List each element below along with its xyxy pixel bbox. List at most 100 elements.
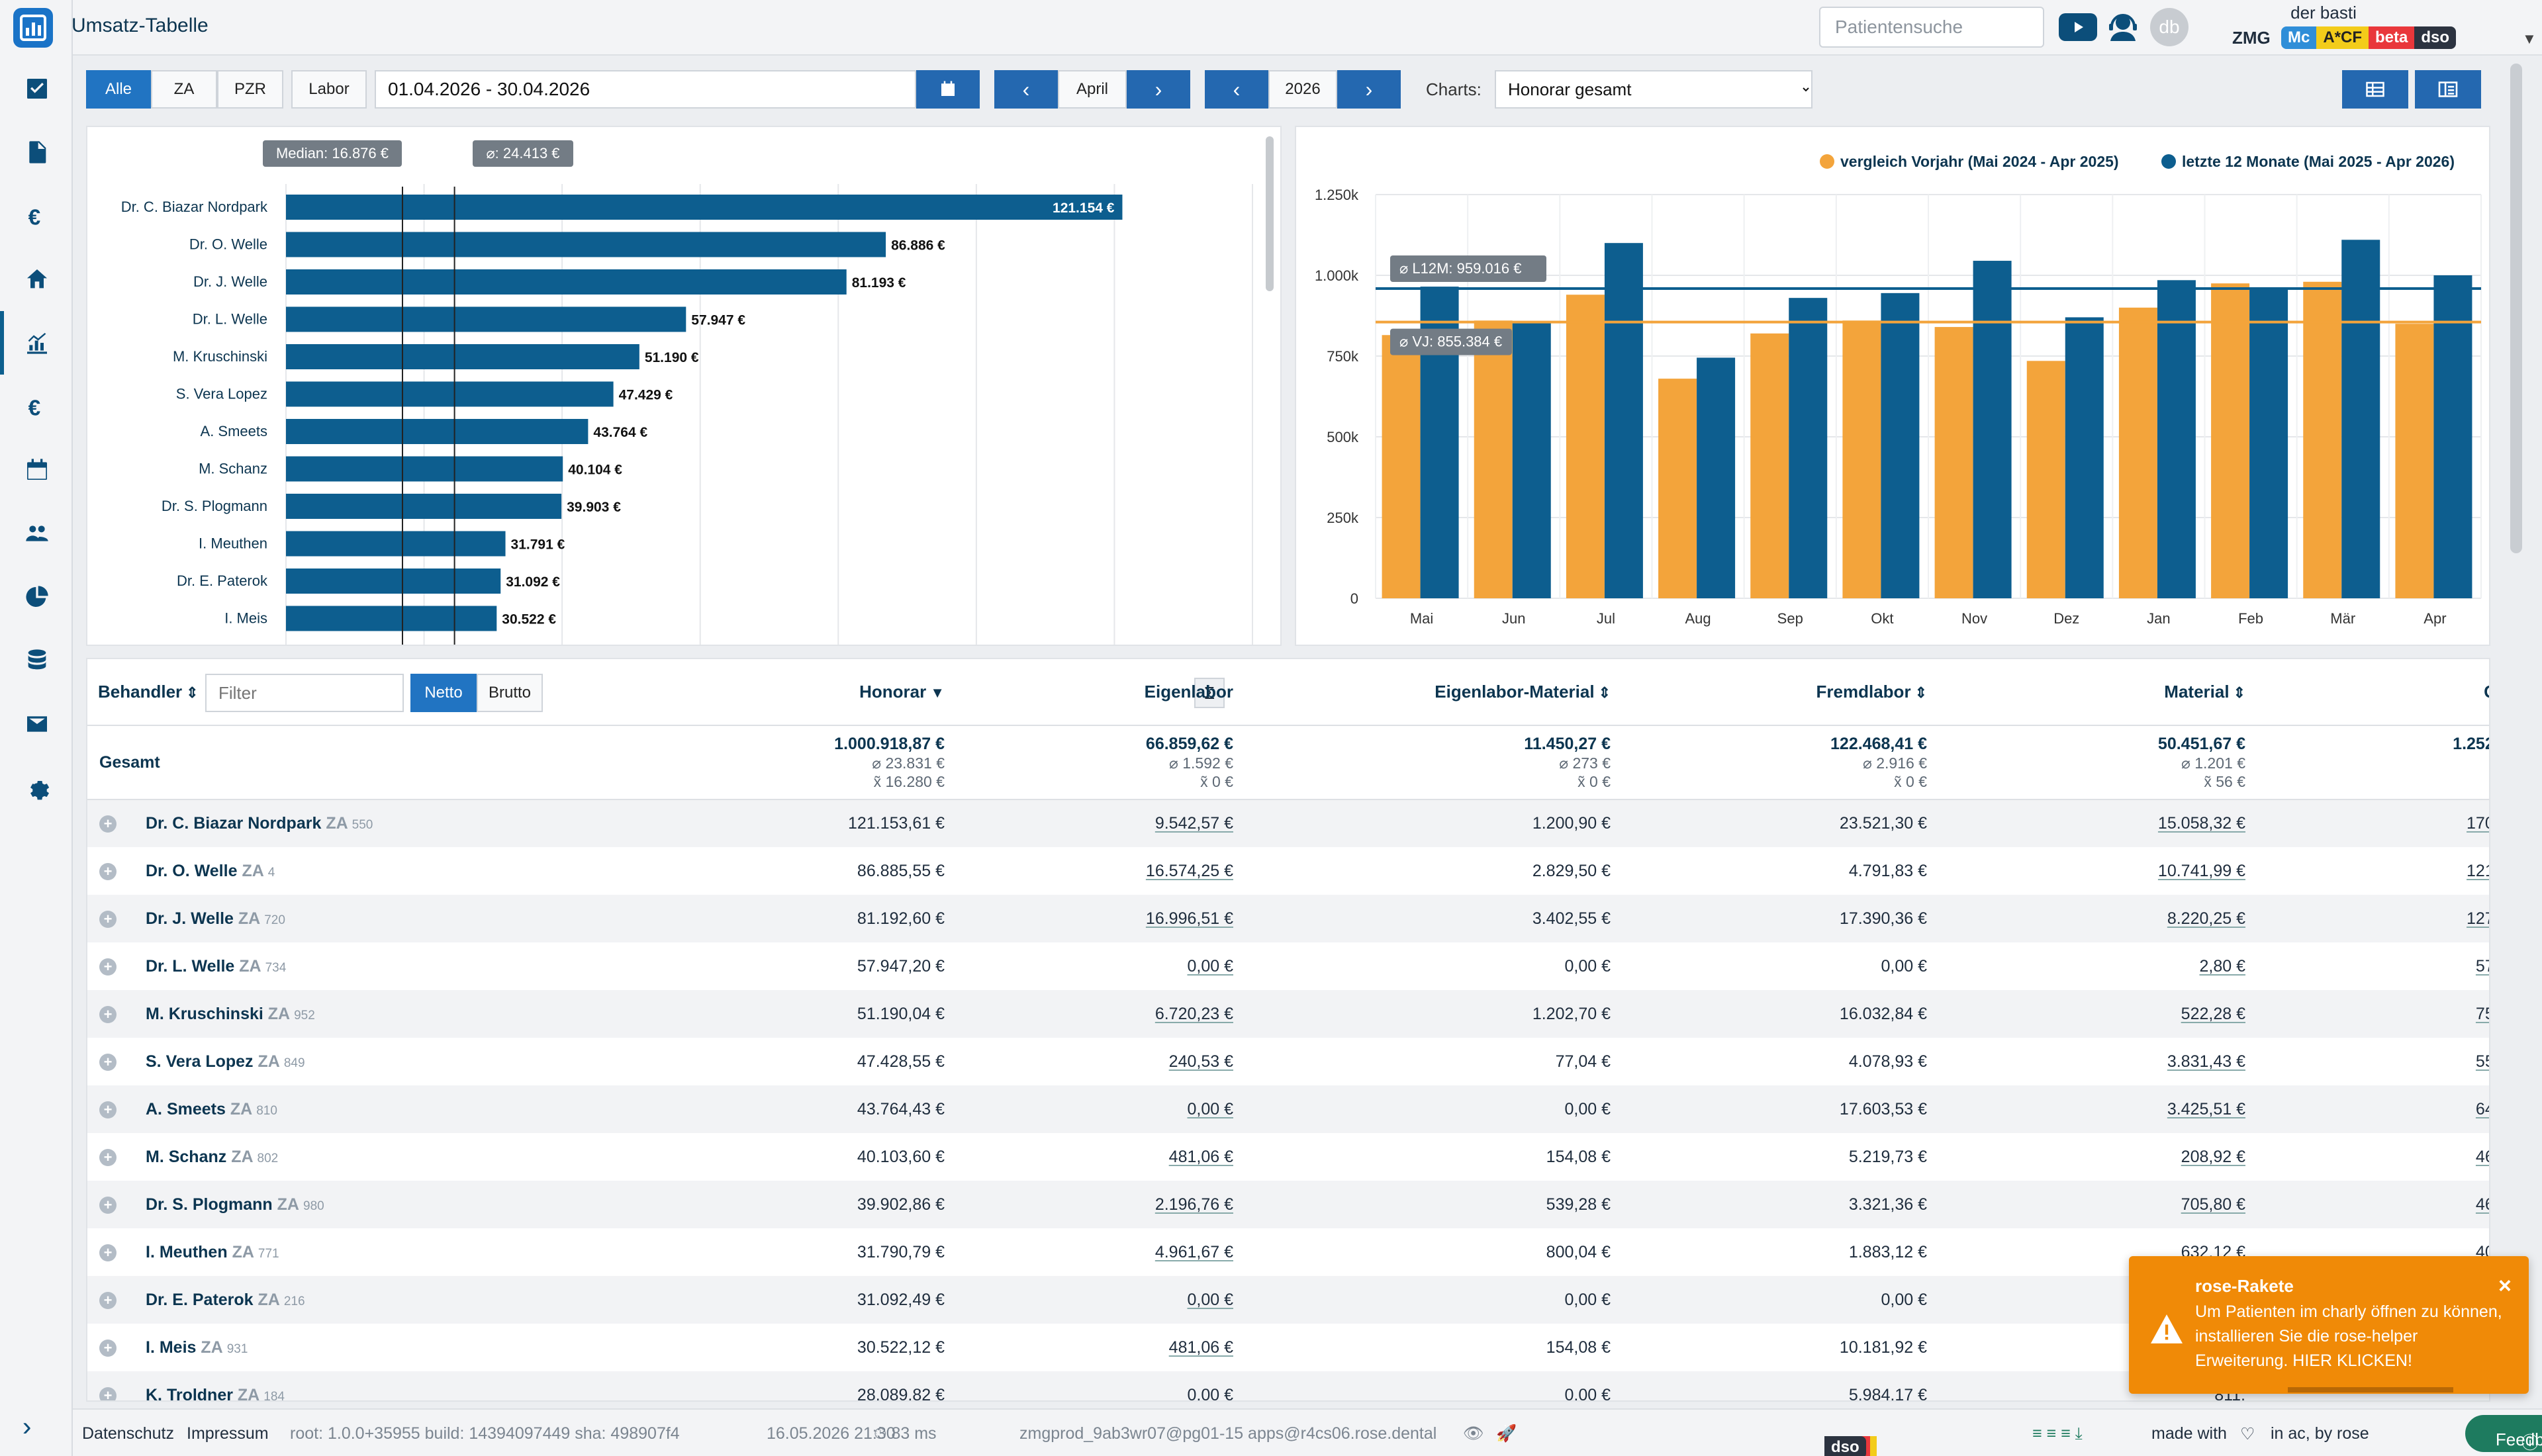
behandler-name-cell[interactable]: + I. Meis ZA 931 xyxy=(87,1324,490,1371)
vorjahr-bar[interactable] xyxy=(2118,307,2157,598)
behandler-name-cell[interactable]: + M. Schanz ZA 802 xyxy=(87,1133,490,1181)
sidebar-expand-icon[interactable]: › xyxy=(23,1412,32,1441)
value-cell[interactable]: 16.996,51 € xyxy=(971,895,1286,942)
vorjahr-bar[interactable] xyxy=(2303,281,2342,598)
value-cell[interactable]: 6.720,23 € xyxy=(971,990,1286,1038)
behandler-name-cell[interactable]: + Dr. S. Plogmann ZA 980 xyxy=(87,1181,490,1228)
feedback-button[interactable]: ⓘFeedback xyxy=(2465,1415,2542,1453)
table-row[interactable]: + S. Vera Lopez ZA 849 47.428,55 € 240,53 €… xyxy=(87,1038,2489,1085)
value-cell[interactable]: 121.823,12 € xyxy=(2467,861,2489,880)
behandler-bar[interactable] xyxy=(286,232,886,257)
vorjahr-bar[interactable] xyxy=(2395,324,2434,598)
value-cell[interactable]: 0,00 € xyxy=(1187,956,1233,976)
l12m-bar[interactable] xyxy=(1973,261,2012,598)
toast-close-icon[interactable]: × xyxy=(2498,1273,2512,1298)
l12m-bar[interactable] xyxy=(1789,298,1828,598)
value-cell[interactable]: 64.793,47 € xyxy=(2272,1085,2489,1133)
gear-icon[interactable] xyxy=(20,770,54,805)
next-month-button[interactable]: › xyxy=(1127,70,1190,109)
l12m-bar[interactable] xyxy=(1697,357,1736,598)
euro-icon[interactable]: € xyxy=(20,199,54,233)
expand-row-icon[interactable]: + xyxy=(99,1339,117,1357)
value-cell[interactable]: 127.202,27 € xyxy=(2272,895,2489,942)
eye-icon[interactable]: 👁 xyxy=(1463,1424,1484,1443)
behandler-name-cell[interactable]: + I. Meuthen ZA 771 xyxy=(87,1228,490,1276)
col-header-eigenlabor-material[interactable]: Eigenlabor-Material ⇕ xyxy=(1286,659,1637,726)
calendar-icon[interactable] xyxy=(20,453,54,487)
value-cell[interactable]: 0,00 € xyxy=(971,1276,1286,1324)
checkbox-icon[interactable] xyxy=(20,71,54,106)
user-name[interactable]: der basti xyxy=(2290,3,2357,23)
col-header-gesamt[interactable]: Gesamt⇕ xyxy=(2272,659,2489,726)
sidebar-expand-chevron-icon[interactable]: › xyxy=(23,1412,32,1441)
vorjahr-bar[interactable] xyxy=(1566,295,1605,598)
table-row[interactable]: + Dr. E. Paterok ZA 216 31.092,49 €0,00 €0… xyxy=(87,1276,2489,1324)
behandler-bar[interactable] xyxy=(286,456,563,482)
chart-select[interactable]: Honorar gesamt xyxy=(1495,70,1812,109)
l12m-bar[interactable] xyxy=(2157,280,2196,598)
behandler-name-cell[interactable]: + K. Troldner ZA 184 xyxy=(87,1371,490,1400)
l12m-bar[interactable] xyxy=(2433,275,2472,598)
behandler-name-cell[interactable]: + M. Kruschinski ZA 952 xyxy=(87,990,490,1038)
table-row[interactable]: + M. Kruschinski ZA 952 51.190,04 €6.720,2… xyxy=(87,990,2489,1038)
col-header-behandler[interactable]: Behandler ⇕ xyxy=(87,659,490,726)
value-cell[interactable]: 170.476,70 € xyxy=(2272,799,2489,847)
value-cell[interactable]: 4.961,67 € xyxy=(1154,1242,1233,1261)
avatar[interactable]: db xyxy=(2150,8,2189,46)
next-year-button[interactable]: › xyxy=(1337,70,1401,109)
value-cell[interactable]: 481,06 € xyxy=(1168,1147,1233,1166)
impressum-link[interactable]: Impressum xyxy=(187,1424,269,1443)
table-row[interactable]: + Dr. S. Plogmann ZA 980 39.902,86 €2.196,… xyxy=(87,1181,2489,1228)
value-cell[interactable]: 522,28 € xyxy=(1954,990,2272,1038)
datenschutz-link[interactable]: Datenschutz xyxy=(82,1424,174,1443)
euro-icon-2[interactable]: € xyxy=(20,389,54,424)
value-cell[interactable]: 16.574,25 € xyxy=(1145,861,1233,880)
l12m-bar[interactable] xyxy=(2065,317,2104,598)
vorjahr-bar[interactable] xyxy=(2026,361,2065,598)
value-cell[interactable]: 9.542,57 € xyxy=(971,799,1286,847)
expand-row-icon[interactable]: + xyxy=(99,958,117,976)
value-cell[interactable]: 55.656,48 € xyxy=(2475,1052,2489,1071)
value-cell[interactable]: 75.668,09 € xyxy=(2272,990,2489,1038)
vorjahr-bar[interactable] xyxy=(1750,333,1789,598)
split-view-button[interactable] xyxy=(2415,70,2481,109)
value-cell[interactable]: 0,00 € xyxy=(971,1085,1286,1133)
value-cell[interactable]: 3.425,51 € xyxy=(1954,1085,2272,1133)
legend-marker-vorjahr[interactable] xyxy=(1820,154,1834,169)
mail-icon[interactable] xyxy=(20,707,54,741)
behandler-bar[interactable] xyxy=(286,269,847,295)
vorjahr-bar[interactable] xyxy=(2211,283,2250,598)
expand-row-icon[interactable]: + xyxy=(99,1387,117,1400)
vorjahr-bar[interactable] xyxy=(1382,335,1421,598)
behandler-name-cell[interactable]: + Dr. E. Paterok ZA 216 xyxy=(87,1276,490,1324)
expand-row-icon[interactable]: + xyxy=(99,1005,117,1023)
video-play-button[interactable] xyxy=(2059,13,2097,41)
behandler-bar[interactable] xyxy=(286,306,686,332)
value-cell[interactable]: 15.058,32 € xyxy=(1954,799,2272,847)
behandler-bar[interactable] xyxy=(286,569,501,594)
l12m-bar[interactable] xyxy=(1604,243,1643,598)
users-icon[interactable] xyxy=(20,516,54,551)
value-cell[interactable]: 705,80 € xyxy=(1954,1181,2272,1228)
document-icon[interactable] xyxy=(20,135,54,169)
expand-row-icon[interactable]: + xyxy=(99,910,117,928)
behandler-bar[interactable] xyxy=(286,344,639,369)
rocket-icon[interactable]: 🚀 xyxy=(1496,1424,1517,1443)
expand-row-icon[interactable]: + xyxy=(99,1101,117,1118)
rose-rakete-toast[interactable]: rose-Rakete Um Patienten im charly öffne… xyxy=(2129,1256,2529,1394)
value-cell[interactable]: 3.831,43 € xyxy=(2167,1052,2245,1071)
support-button[interactable] xyxy=(2102,7,2143,48)
l12m-bar[interactable] xyxy=(1881,293,1920,598)
vorjahr-bar[interactable] xyxy=(1658,379,1697,598)
value-cell[interactable]: 2.196,76 € xyxy=(971,1181,1286,1228)
page-scrollbar[interactable] xyxy=(2510,64,2522,553)
prev-year-button[interactable]: ‹ xyxy=(1205,70,1268,109)
behandler-name-cell[interactable]: + Dr. J. Welle ZA 720 xyxy=(87,895,490,942)
expand-row-icon[interactable]: + xyxy=(99,815,117,833)
expand-row-icon[interactable]: + xyxy=(99,1196,117,1214)
date-range-input[interactable] xyxy=(375,70,916,109)
behandler-bar[interactable] xyxy=(286,419,588,444)
behandler-name-cell[interactable]: + S. Vera Lopez ZA 849 xyxy=(87,1038,490,1085)
expand-row-icon[interactable]: + xyxy=(99,1244,117,1261)
value-cell[interactable]: 46.666,06 € xyxy=(2272,1181,2489,1228)
